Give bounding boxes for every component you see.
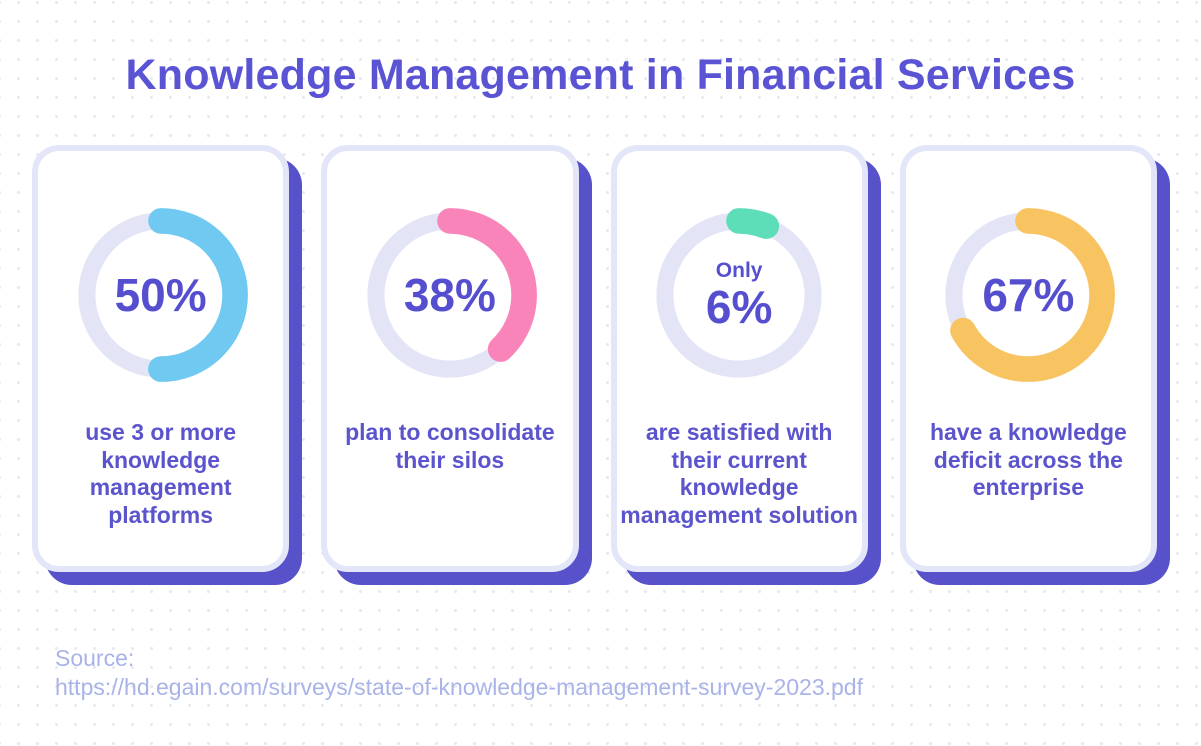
donut-center-label: 67%: [933, 200, 1123, 390]
source-url: https://hd.egain.com/surveys/state-of-kn…: [55, 673, 863, 700]
donut-chart-satisfied: Only 6%: [644, 200, 834, 390]
donut-progress-arc: [941, 208, 1116, 383]
card-description: plan to consolidate their silos: [345, 419, 555, 473]
card-description: are satisfied with their current knowled…: [620, 419, 858, 529]
donut-progress-arc: [73, 208, 248, 383]
donut-svg: [362, 208, 537, 383]
donut-center-label: 50%: [66, 200, 256, 390]
page-title: Knowledge Management in Financial Servic…: [125, 51, 1076, 99]
percent-value: 50%: [114, 269, 207, 322]
infographic-page: Knowledge Management in Financial Servic…: [32, 51, 1201, 701]
percent-value: 6%: [705, 281, 773, 334]
donut-center-label: 38%: [355, 200, 545, 390]
donut-svg: [941, 208, 1116, 383]
donut-chart-platforms: 50%: [66, 200, 256, 390]
donut-svg: [73, 208, 248, 383]
donut-svg: [652, 208, 827, 383]
stat-card-consolidate: 38% plan to consolidate their silos: [321, 145, 579, 573]
donut-center-label: Only 6%: [644, 200, 834, 390]
donut-chart-deficit: 67%: [933, 200, 1123, 390]
stat-card-satisfied: Only 6% are satisfied with their current…: [610, 145, 868, 573]
donut-chart-consolidate: 38%: [355, 200, 545, 390]
stat-card-platforms: 50% use 3 or more knowledge management p…: [32, 145, 290, 573]
card-description: use 3 or more knowledge management platf…: [85, 419, 237, 529]
percent-value: 67%: [982, 269, 1075, 322]
percent-value: 38%: [403, 269, 496, 322]
stat-card-deficit: 67% have a knowledge deficit across the …: [899, 145, 1157, 573]
card-description: have a knowledge deficit across the ente…: [929, 419, 1127, 501]
donut-progress-arc: [362, 208, 537, 383]
donut-progress-arc: [652, 208, 827, 383]
stat-cards-row: 50% use 3 or more knowledge management p…: [32, 145, 1157, 573]
percent-prefix: Only: [715, 259, 763, 283]
source-label: Source:: [55, 645, 135, 672]
source-block: Source: https://hd.egain.com/surveys/sta…: [55, 644, 1201, 701]
